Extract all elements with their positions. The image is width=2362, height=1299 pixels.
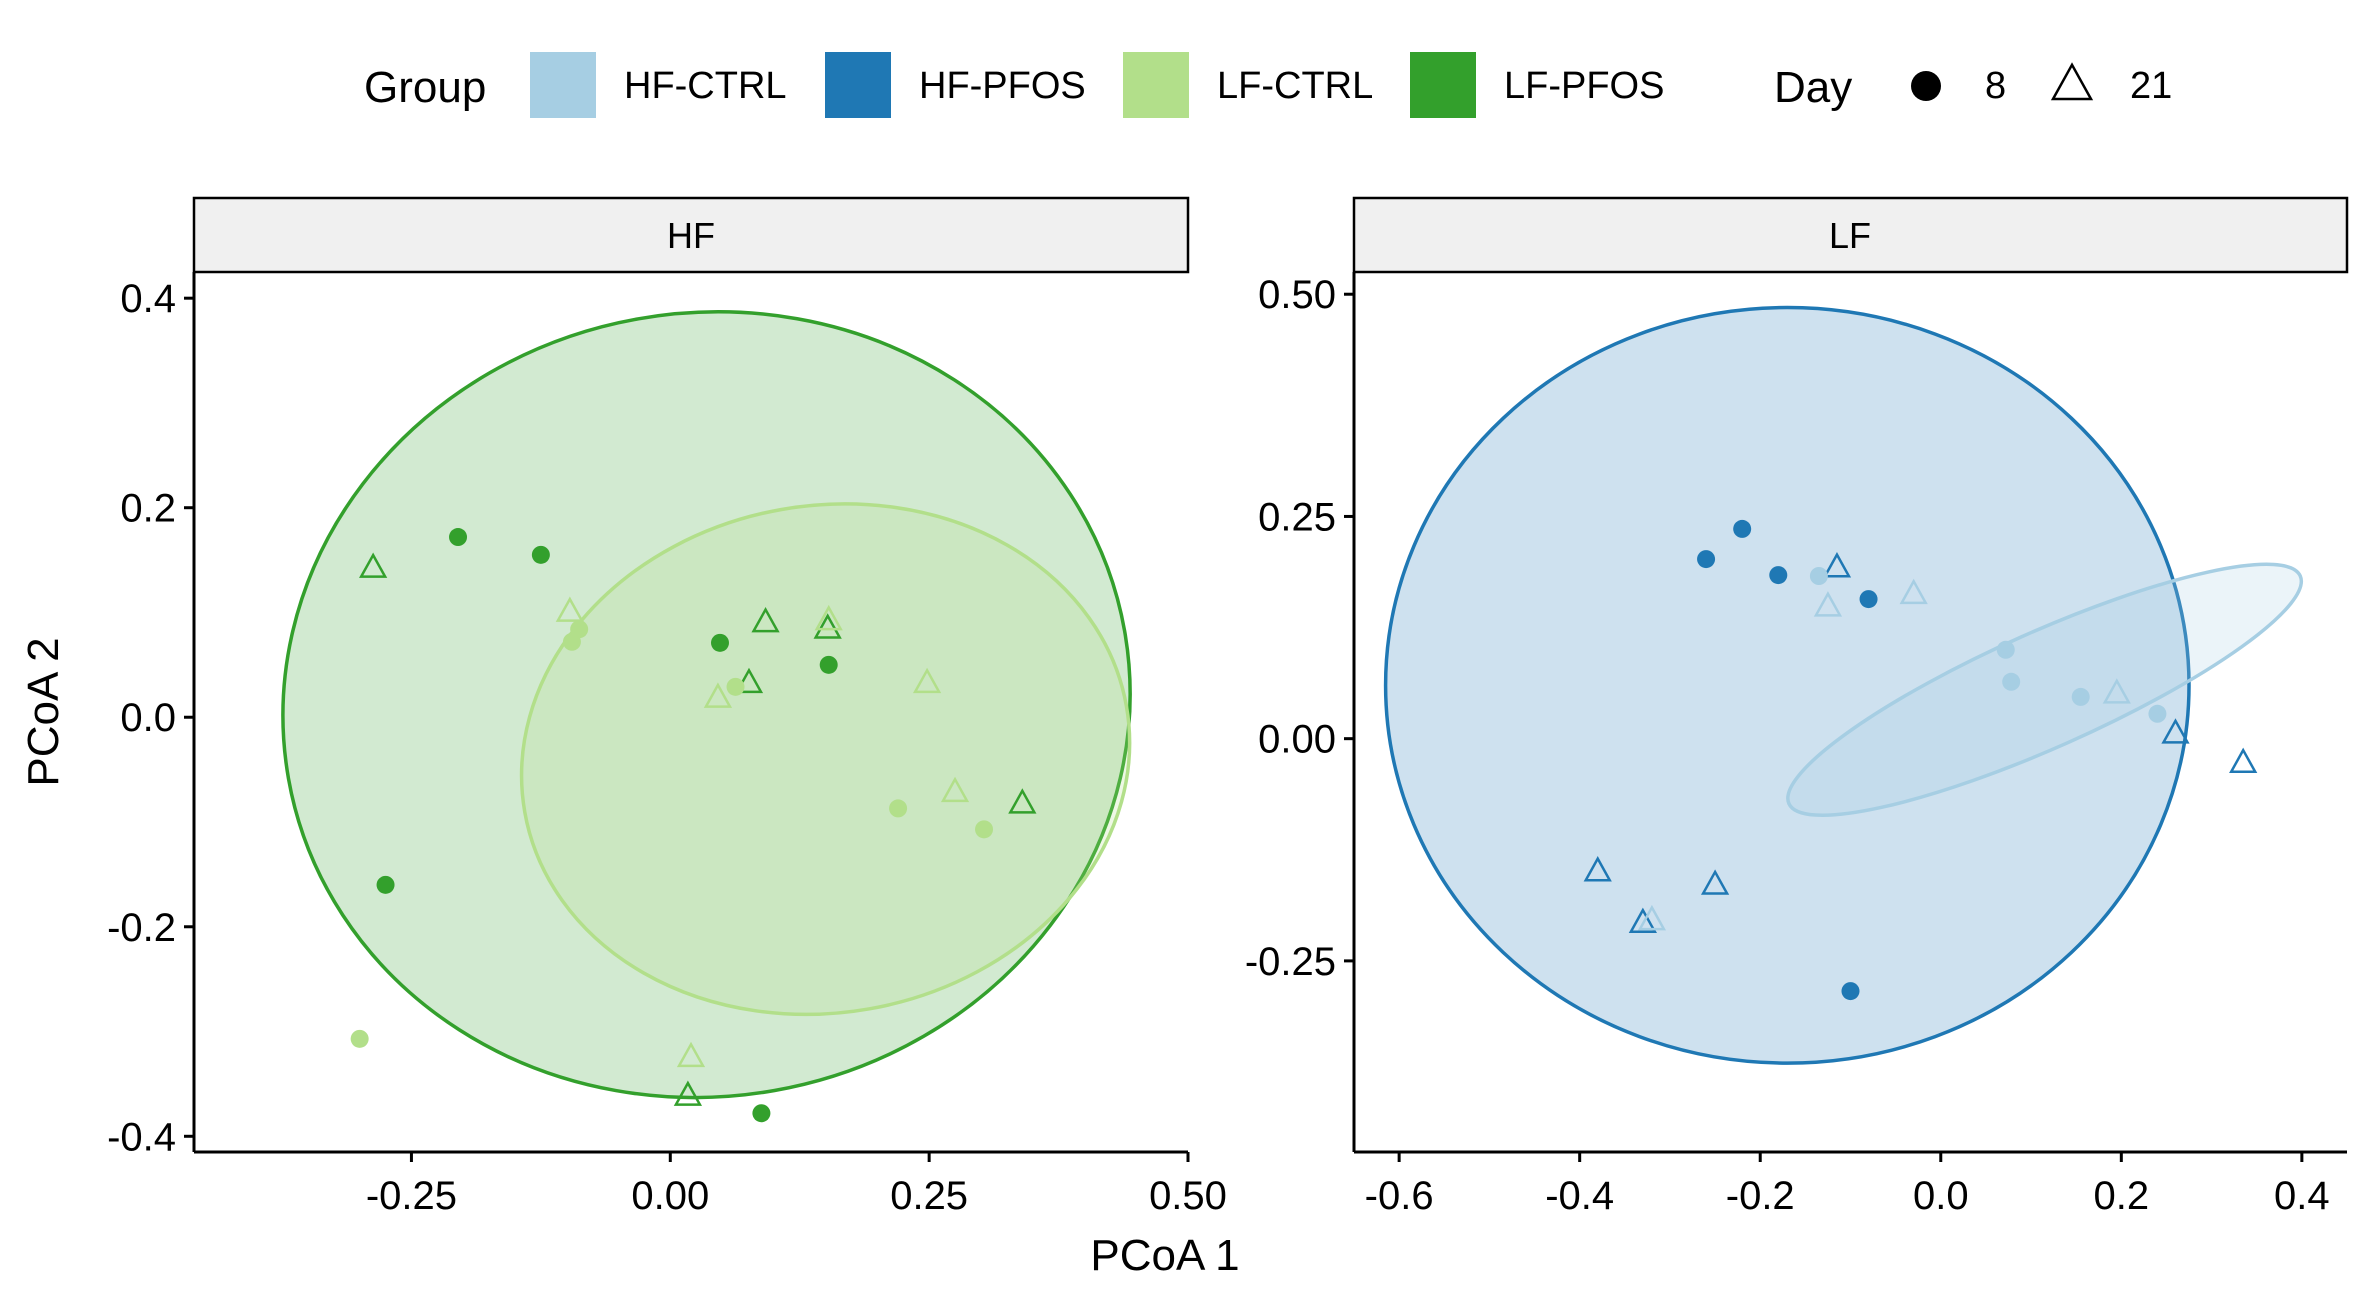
point-lf-ctrl-day8 (350, 1029, 369, 1048)
point-hf-ctrl-day8 (2071, 687, 2090, 706)
point-lf-ctrl-day8 (975, 820, 994, 839)
point-lf-ctrl-day8 (889, 799, 908, 818)
legend-day-keys: 8 21 (1911, 62, 2172, 107)
panel-hf: HF -0.25 0.00 0.25 0.50 -0.4 -0.2 0.0 0.2 0.4 (107, 196, 1227, 1218)
panel-hf-strip-label: HF (667, 215, 715, 256)
legend-group-keys: HF-CTRL HF-PFOS LF-CTRL LF-PFOS (530, 52, 1664, 118)
point-hf-pfos-day8 (1697, 550, 1716, 569)
y-tick-label-hf: -0.2 (107, 906, 176, 950)
point-lf-pfos-day8 (819, 655, 838, 674)
point-hf-ctrl-day8 (1996, 640, 2015, 659)
point-lf-pfos-day21 (359, 552, 388, 578)
point-hf-ctrl-day8 (1809, 567, 1828, 585)
point-lf-ctrl-day21 (814, 604, 843, 631)
x-tick-label-lf: 0.4 (2274, 1174, 2330, 1218)
panel-lf-strip-label: LF (1829, 215, 1871, 256)
y-tick-label-hf: -0.4 (107, 1115, 176, 1159)
point-lf-ctrl-day21 (676, 1041, 706, 1068)
y-tick-label-lf: 0.50 (1258, 273, 1336, 317)
point-lf-pfos-day21 (1008, 788, 1037, 814)
x-tick-label-hf: 0.25 (890, 1174, 968, 1218)
x-tick-label-hf: 0.00 (631, 1174, 709, 1218)
panel-hf-axes: -0.25 0.00 0.25 0.50 -0.4 -0.2 0.0 0.2 0.4 (107, 272, 1227, 1218)
legend-key-hf-pfos (825, 52, 891, 118)
point-lf-ctrl-day21 (703, 682, 733, 708)
ellipse-hf-ctrl (1786, 562, 2304, 817)
panel-lf-strip (1352, 196, 2349, 274)
legend-key-lf-ctrl (1123, 52, 1189, 118)
legend-label-lf-ctrl: LF-CTRL (1217, 65, 1373, 107)
panel-lf-axes: -0.6 -0.4 -0.2 0.0 0.2 0.4 -0.25 0.00 0.25 0.50 (1245, 272, 2347, 1218)
point-hf-pfos-day8 (1841, 982, 1860, 1001)
point-lf-pfos-day8 (710, 633, 729, 652)
y-tick-label-lf: 0.00 (1258, 718, 1336, 762)
point-lf-pfos-day21 (813, 613, 842, 639)
point-lf-ctrl-day21 (555, 596, 584, 622)
legend-day-label-8: 8 (1985, 65, 2006, 107)
legend-day-title: Day (1774, 63, 1852, 112)
legend-day-label-21: 21 (2130, 65, 2172, 107)
point-hf-pfos-day21 (1700, 869, 1730, 895)
legend-day-symbol-circle (1911, 71, 1941, 101)
point-hf-pfos-day21 (1628, 907, 1657, 934)
point-hf-ctrl-day21 (2102, 678, 2131, 704)
x-tick-label-lf: -0.2 (1726, 1174, 1795, 1218)
x-tick-label-lf: -0.6 (1365, 1174, 1434, 1218)
point-hf-pfos-day21 (1583, 856, 1612, 882)
x-tick-label-lf: -0.4 (1545, 1174, 1614, 1218)
y-tick-label-lf: 0.25 (1258, 495, 1336, 539)
point-lf-pfos-day21 (751, 606, 780, 633)
x-tick-label-lf: 0.0 (1913, 1174, 1969, 1218)
point-hf-ctrl-day21 (1813, 591, 1843, 617)
point-hf-pfos-day8 (1769, 566, 1788, 585)
point-lf-ctrl-day8 (726, 677, 745, 696)
legend-label-lf-pfos: LF-PFOS (1504, 65, 1664, 107)
legend-key-lf-pfos (1410, 52, 1476, 118)
point-lf-pfos-day8 (449, 528, 468, 547)
panel-lf: LF -0.6 -0.4 -0.2 0.0 0.2 0.4 -0.25 0.00 0.25 0.5… (1245, 196, 2349, 1218)
point-lf-ctrl-day21 (912, 667, 942, 694)
legend-key-hf-ctrl (530, 52, 596, 118)
panel-lf-ellipses (1383, 305, 2304, 1065)
legend-day-symbol-triangle (2050, 62, 2094, 101)
point-hf-pfos-day8 (1859, 590, 1878, 609)
legend-label-hf-ctrl: HF-CTRL (624, 65, 787, 107)
panel-hf-points (350, 528, 1037, 1123)
x-tick-label-hf: -0.25 (366, 1174, 457, 1218)
point-lf-ctrl-day21 (940, 776, 970, 803)
ellipse-hf-pfos (1383, 305, 2191, 1065)
panel-lf-points (1583, 519, 2258, 1001)
point-lf-pfos-day21 (734, 667, 764, 694)
legend: Group HF-CTRL HF-PFOS LF-CTRL LF-PFOS Day 8… (364, 52, 2172, 118)
point-hf-ctrl-day8 (2148, 704, 2167, 723)
point-hf-ctrl-day8 (2002, 672, 2021, 691)
point-hf-pfos-day21 (2229, 747, 2258, 774)
x-axis-title: PCoA 1 (1090, 1231, 1239, 1280)
y-axis-title: PCoA 2 (19, 637, 68, 786)
x-tick-label-lf: 0.2 (2094, 1174, 2150, 1218)
point-hf-pfos-day21 (2161, 718, 2190, 744)
point-hf-ctrl-day21 (1899, 578, 1928, 605)
point-hf-ctrl-day21 (1637, 904, 1667, 931)
legend-group-title: Group (364, 63, 486, 112)
legend-label-hf-pfos: HF-PFOS (919, 65, 1086, 107)
point-lf-ctrl-day8 (570, 620, 589, 639)
ellipse-lf-ctrl (519, 502, 1132, 1017)
y-tick-label-hf: 0.2 (120, 487, 176, 531)
point-lf-pfos-day8 (531, 545, 550, 564)
point-lf-pfos-day8 (376, 875, 395, 894)
point-lf-pfos-day21 (673, 1080, 703, 1106)
panel-hf-strip (192, 196, 1190, 274)
point-hf-pfos-day8 (1733, 519, 1752, 538)
point-lf-pfos-day8 (752, 1104, 771, 1123)
point-hf-pfos-day21 (1822, 552, 1852, 578)
y-tick-label-lf: -0.25 (1245, 940, 1336, 984)
y-tick-label-hf: 0.4 (120, 277, 176, 321)
x-tick-label-hf: 0.50 (1149, 1174, 1227, 1218)
y-tick-label-hf: 0.0 (120, 696, 176, 740)
